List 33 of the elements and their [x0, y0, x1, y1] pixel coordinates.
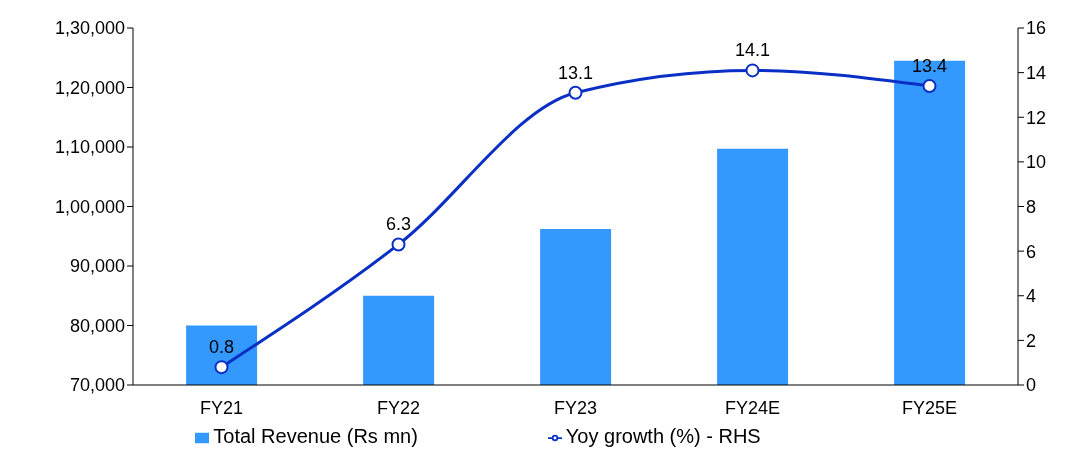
x-tick-label: FY23	[553, 397, 598, 418]
y-tick-label: 1,10,000	[54, 137, 125, 158]
y2-tick-label: 0	[1026, 375, 1037, 396]
y2-tick-label: 10	[1026, 152, 1047, 173]
x-tick-label: FY21	[199, 397, 244, 418]
data-label: 6.3	[385, 214, 412, 235]
data-label: 13.4	[911, 56, 948, 77]
y-tick-label: 1,00,000	[54, 196, 125, 217]
y-tick-label: 1,30,000	[54, 18, 125, 39]
data-label: 0.8	[208, 337, 235, 358]
y2-tick-label: 12	[1026, 107, 1047, 128]
legend-label: Yoy growth (%) - RHS	[565, 425, 761, 447]
y-tick-label: 90,000	[69, 256, 125, 277]
y2-tick-label: 16	[1026, 18, 1047, 39]
x-tick-label: FY25E	[901, 397, 958, 418]
point	[745, 63, 760, 78]
y2-tick-label: 4	[1026, 286, 1037, 307]
point	[568, 85, 583, 100]
point	[214, 360, 229, 375]
x-tick-label: FY22	[376, 397, 421, 418]
point	[922, 79, 937, 94]
y2-tick-label: 2	[1026, 330, 1037, 351]
y-tick-label: 1,20,000	[54, 77, 125, 98]
y2-tick-label: 14	[1026, 63, 1047, 84]
x-tick-label: FY24E	[724, 397, 781, 418]
y2-tick-label: 8	[1026, 196, 1037, 217]
point	[391, 237, 406, 252]
y-tick-label: 80,000	[69, 315, 125, 336]
y-tick-label: 70,000	[69, 375, 125, 396]
data-label: 13.1	[557, 62, 594, 83]
legend-label: Total Revenue (Rs mn)	[213, 425, 418, 447]
y2-tick-label: 6	[1026, 241, 1037, 262]
data-label: 14.1	[734, 40, 771, 61]
